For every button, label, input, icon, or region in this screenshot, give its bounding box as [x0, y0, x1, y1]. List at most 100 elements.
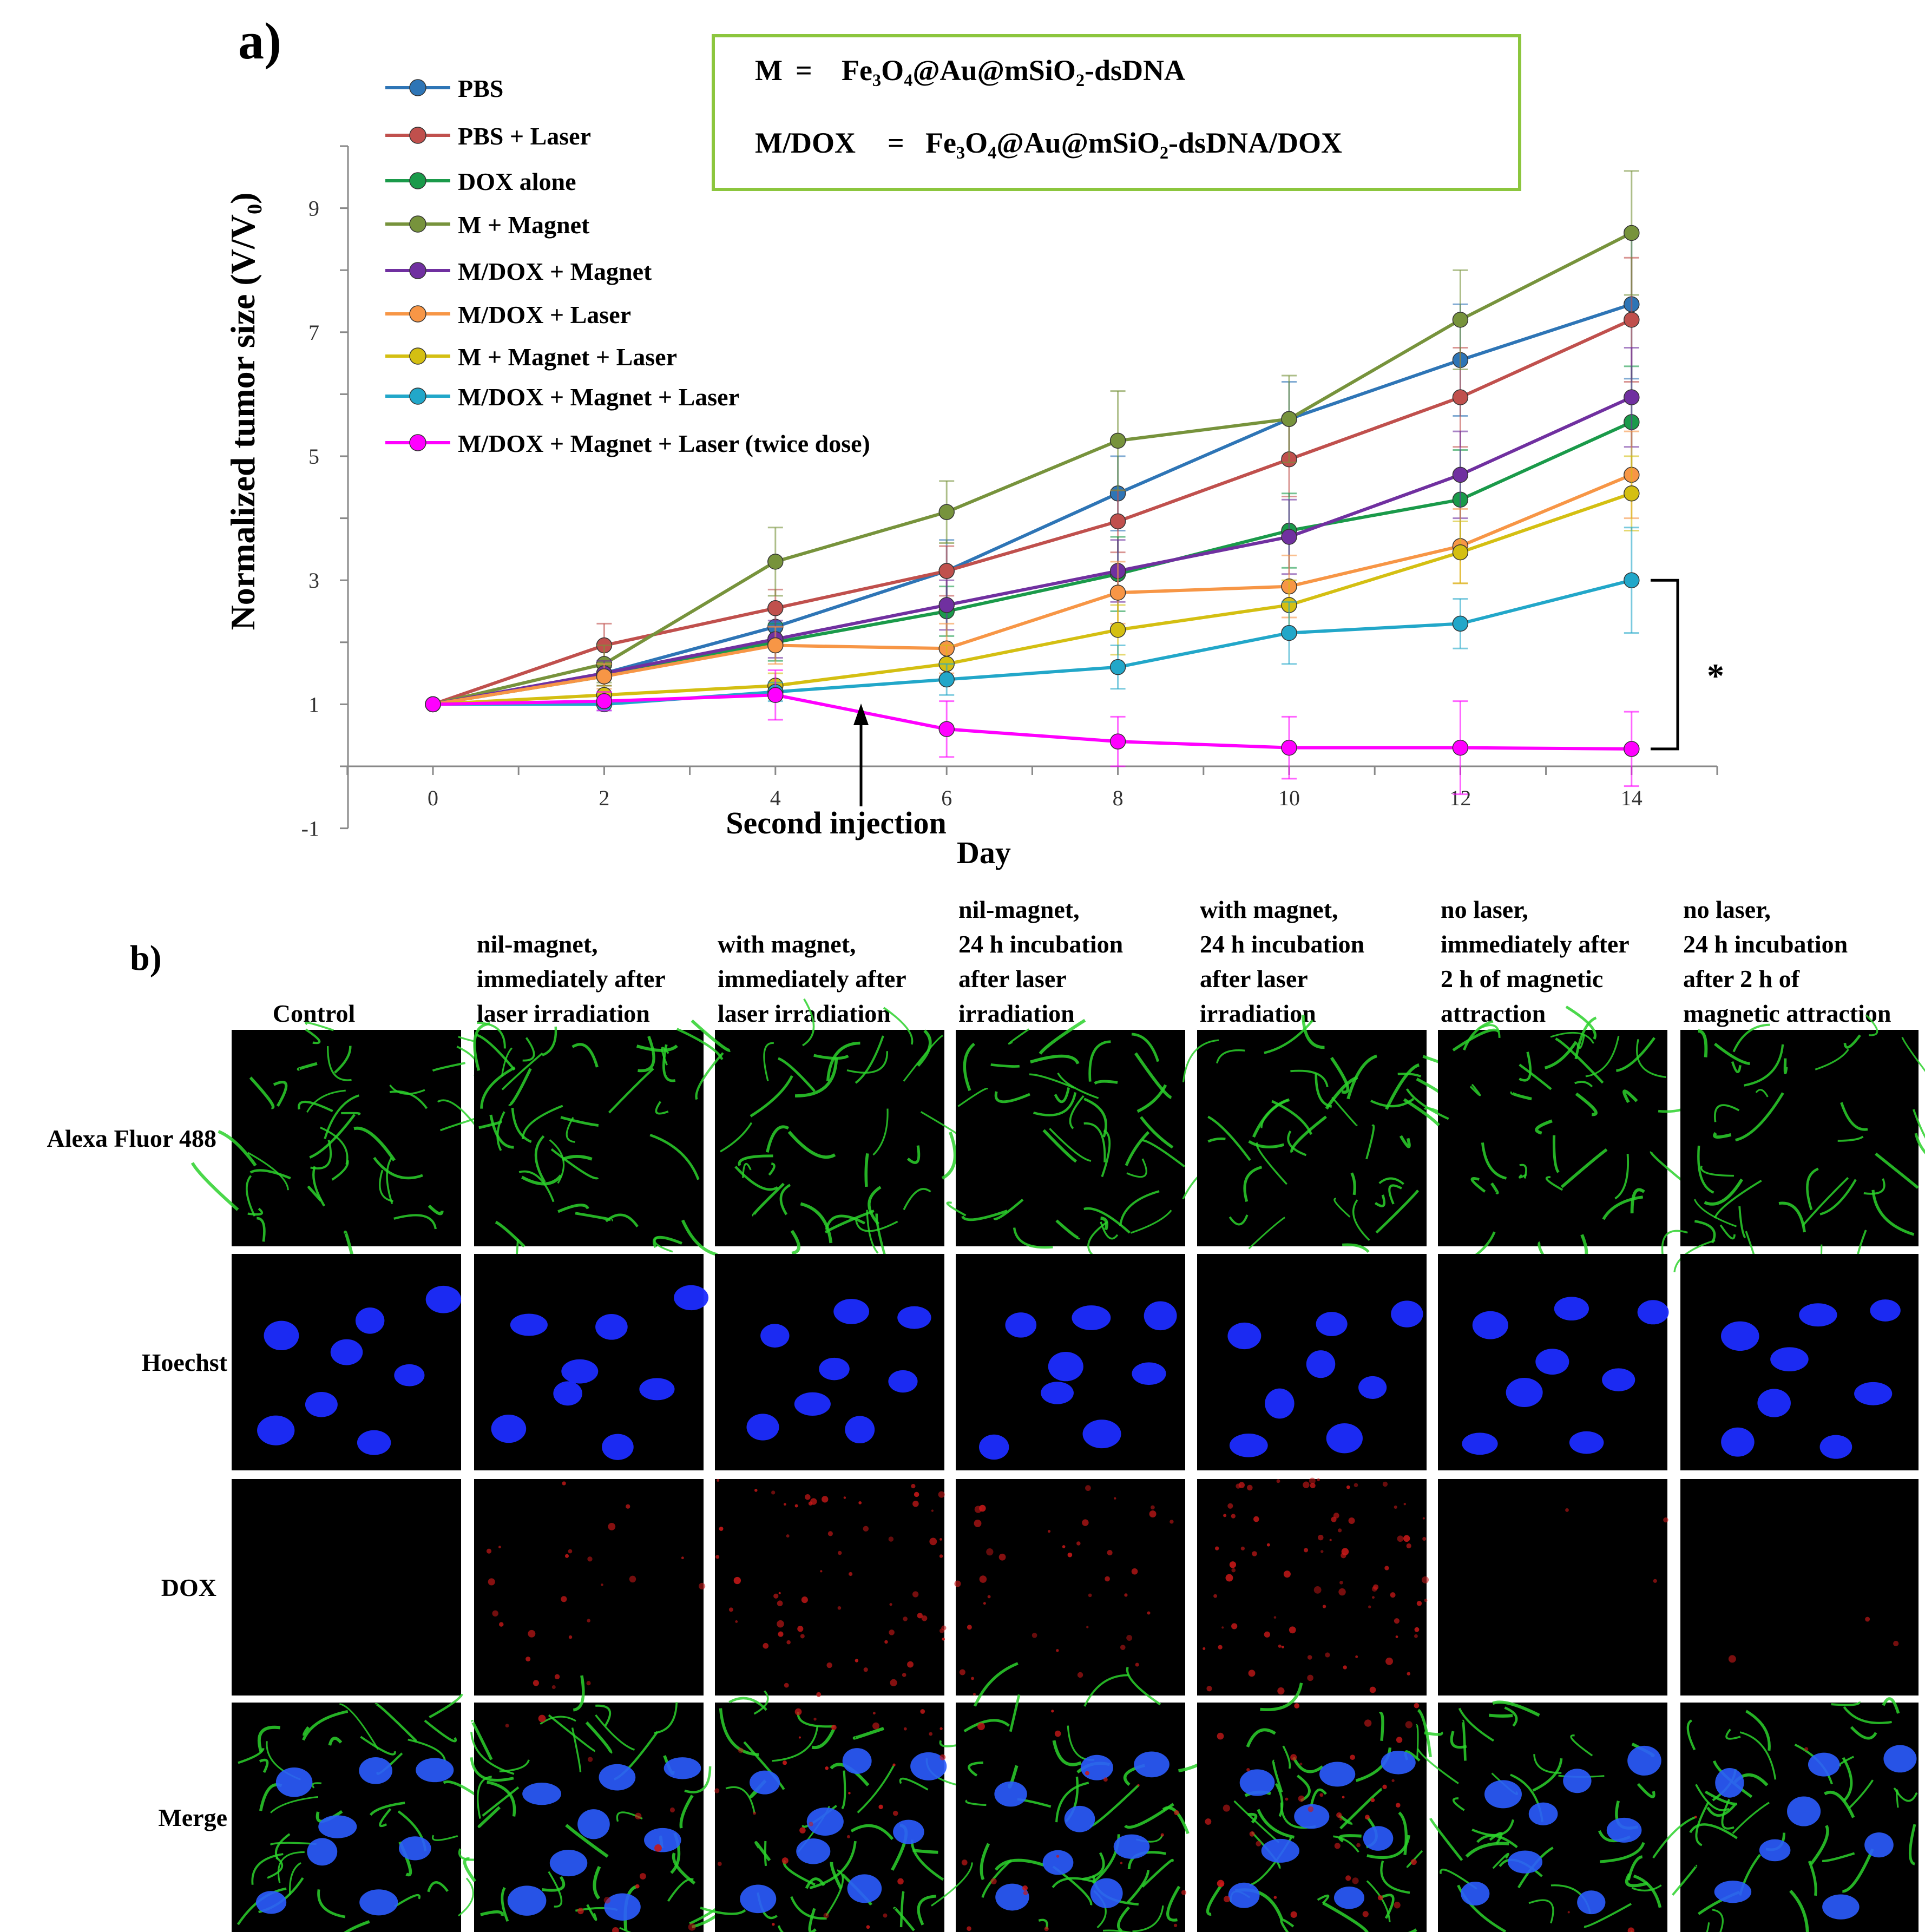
actin-fibre [379, 1169, 393, 1202]
nucleus [1627, 1745, 1661, 1776]
actin-fibre [1207, 1115, 1251, 1161]
series-line [432, 491, 1632, 706]
row-label: Merge [158, 1804, 227, 1831]
actin-fibre [676, 1028, 724, 1060]
dox-spot [939, 1727, 943, 1730]
actin-fibre [1119, 1190, 1160, 1226]
nucleus [1228, 1882, 1260, 1908]
dox-spot [1865, 1616, 1870, 1622]
actin-fibre [1141, 1858, 1174, 1888]
nucleus [275, 1767, 313, 1797]
actin-fibre [752, 1182, 785, 1217]
dox-spot [499, 1622, 504, 1627]
actin-fibre [1545, 1176, 1563, 1191]
actin-fibre [1731, 1061, 1742, 1073]
dox-spot [892, 1763, 896, 1766]
actin-fibre [1488, 1713, 1513, 1718]
nucleus [264, 1320, 299, 1351]
dox-spot [1173, 1923, 1178, 1928]
dox-spot [1403, 1502, 1407, 1506]
nucleus [1294, 1804, 1330, 1829]
dox-spot [1319, 1793, 1324, 1797]
dox-spot [1231, 1568, 1236, 1573]
actin-fibre [1738, 1206, 1746, 1239]
bracket-line [1651, 579, 1679, 751]
dox-spot [863, 1526, 869, 1532]
actin-fibre [1338, 1834, 1362, 1843]
actin-fibre [1088, 1040, 1111, 1082]
column-header-line: attraction [1441, 1000, 1546, 1027]
series-line [432, 420, 1633, 706]
actin-fibre [259, 1758, 269, 1773]
legend-swatch-marker [409, 79, 426, 96]
actin-fibre [1704, 1178, 1744, 1206]
actin-fibre [1481, 1142, 1507, 1180]
actin-fibre [608, 1068, 654, 1114]
actin-fibre [566, 1116, 575, 1143]
actin-fibre [787, 1131, 836, 1159]
actin-fibre [508, 1068, 532, 1106]
dox-spot [505, 1724, 509, 1728]
actin-fibre [1637, 1783, 1655, 1798]
actin-fibre [1039, 1018, 1086, 1055]
dox-spot [1317, 1478, 1320, 1482]
actin-fibre [550, 1148, 599, 1180]
legend-swatch-marker [409, 172, 426, 189]
dox-spot [1120, 1862, 1123, 1864]
dox-spot [1308, 1806, 1314, 1812]
legend-swatch-marker [409, 127, 426, 144]
data-point [1452, 312, 1469, 328]
dox-spot [903, 1727, 907, 1731]
micrograph-r2-c4 [956, 1254, 1185, 1470]
actin-fibre [1346, 1054, 1377, 1100]
dox-spot [1247, 1484, 1253, 1491]
dox-spot [1227, 1503, 1233, 1509]
dox-spot [1047, 1529, 1051, 1533]
actin-fibre [1264, 1020, 1314, 1054]
actin-fibre [864, 1153, 869, 1187]
dox-spot [525, 1657, 531, 1662]
nucleus [416, 1758, 454, 1783]
actin-fibre [1463, 1020, 1494, 1051]
actin-fibre [218, 1130, 257, 1167]
actin-fibre [700, 1907, 746, 1915]
actin-fibre [931, 1862, 973, 1907]
arrow-head [853, 704, 869, 725]
actin-fibre [1706, 1804, 1736, 1817]
column-header-3: with magnet, immediately after laser irrad… [718, 930, 906, 1027]
column-header-line: Control [273, 1000, 356, 1027]
actin-fibre [1424, 1731, 1443, 1736]
nucleus [1506, 1377, 1543, 1408]
nucleus [1005, 1312, 1037, 1338]
nucleus [1227, 1322, 1262, 1350]
nucleus [995, 1883, 1029, 1911]
actin-fibre [463, 1857, 476, 1883]
dox-spot [973, 1693, 976, 1696]
micrograph-r3-c3 [715, 1478, 947, 1697]
actin-fibre [911, 1839, 944, 1881]
actin-fibre [1125, 1131, 1150, 1166]
dox-spot [1336, 1812, 1342, 1818]
actin-fibre [808, 1908, 817, 1932]
dox-spot [1348, 1517, 1355, 1524]
actin-fibre [1739, 1731, 1777, 1780]
x-tick-label: 0 [428, 786, 438, 810]
actin-fibre [1712, 1909, 1724, 1932]
data-point [1624, 312, 1640, 328]
x-tick-label: 4 [770, 786, 781, 810]
x-tick-label: 2 [599, 786, 609, 810]
dox-spot [1086, 1626, 1089, 1628]
actin-fibre [1417, 1708, 1432, 1757]
legend-item: M/DOX + Laser [385, 301, 631, 328]
actin-fibre [424, 1719, 457, 1743]
actin-fibre [317, 1889, 346, 1918]
nucleus [847, 1874, 882, 1903]
nucleus [1606, 1817, 1642, 1843]
actin-fibre [1131, 1033, 1160, 1062]
dox-spot [1181, 1890, 1187, 1895]
actin-fibre [1290, 1115, 1327, 1153]
dox-spot [1368, 1605, 1371, 1608]
actin-fibre [1094, 1080, 1118, 1085]
actin-fibre [1471, 1819, 1515, 1837]
actin-fibre [1574, 1081, 1593, 1088]
